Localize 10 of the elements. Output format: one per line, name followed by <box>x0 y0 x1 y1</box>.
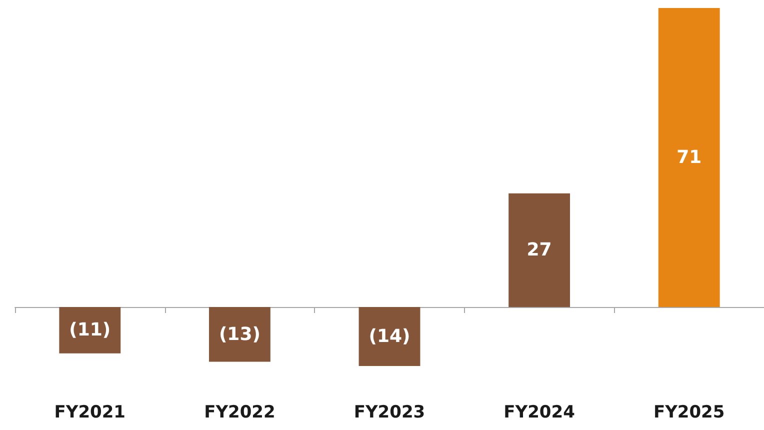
x-tick-label: FY2022 <box>204 402 276 422</box>
data-label: (14) <box>368 326 410 348</box>
data-label: 71 <box>676 147 702 168</box>
x-tick-label: FY2024 <box>504 402 576 422</box>
x-tick-label: FY2023 <box>354 402 426 422</box>
data-label: (13) <box>218 324 260 345</box>
data-label: (11) <box>69 320 111 341</box>
data-label: 27 <box>526 240 552 261</box>
x-tick-label: FY2025 <box>653 402 725 422</box>
x-tick-label: FY2021 <box>54 402 126 422</box>
